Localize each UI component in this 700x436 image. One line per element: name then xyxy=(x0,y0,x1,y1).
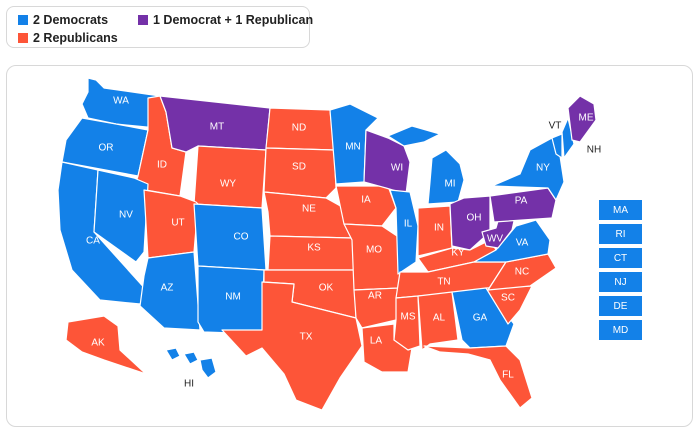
state-ms[interactable] xyxy=(393,295,421,351)
state-box-ma[interactable]: MA xyxy=(599,200,642,220)
state-label-fl: FL xyxy=(502,370,514,381)
state-wy[interactable] xyxy=(193,145,267,209)
state-label-il: IL xyxy=(404,219,413,230)
state-al[interactable] xyxy=(417,291,459,351)
state-me[interactable] xyxy=(567,95,597,143)
state-label-id: ID xyxy=(157,160,167,171)
state-label-mo: MO xyxy=(366,245,382,256)
state-co[interactable] xyxy=(193,203,267,271)
legend: 2 Democrats 1 Democrat + 1 Republican 2 … xyxy=(6,6,313,48)
state-nh[interactable] xyxy=(561,117,575,159)
state-box-md[interactable]: MD xyxy=(599,320,642,340)
state-label-va: VA xyxy=(516,238,529,249)
state-label-nv: NV xyxy=(119,210,133,221)
state-ar[interactable] xyxy=(353,287,401,329)
state-label-tn: TN xyxy=(437,277,450,288)
state-label-oh: OH xyxy=(467,213,482,224)
state-label-ks: KS xyxy=(307,243,321,254)
legend-label: 2 Democrats xyxy=(33,13,109,27)
state-label-ky: KY xyxy=(451,248,465,259)
state-label-nd: ND xyxy=(292,123,306,134)
legend-item-split: 1 Democrat + 1 Republican xyxy=(138,13,313,27)
state-label-tx: TX xyxy=(300,332,313,343)
state-label-al: AL xyxy=(433,313,446,324)
state-box-ct[interactable]: CT xyxy=(599,248,642,268)
state-sd[interactable] xyxy=(263,147,337,199)
state-label-ga: GA xyxy=(473,313,488,324)
state-label-ok: OK xyxy=(319,283,334,294)
state-tx[interactable] xyxy=(221,281,363,411)
state-fl[interactable] xyxy=(423,345,533,409)
state-label-or: OR xyxy=(99,143,114,154)
state-label-in: IN xyxy=(434,223,444,234)
state-label-ia: IA xyxy=(361,195,371,206)
legend-item-two-republicans: 2 Republicans xyxy=(18,31,118,45)
state-label-co: CO xyxy=(234,232,249,243)
legend-swatch xyxy=(138,15,148,25)
legend-label: 2 Republicans xyxy=(33,31,118,45)
state-nc[interactable] xyxy=(487,253,557,291)
state-label-mi: MI xyxy=(444,179,455,190)
state-label-ny: NY xyxy=(536,163,550,174)
state-label-ne: NE xyxy=(302,204,316,215)
state-label-ar: AR xyxy=(368,291,382,302)
state-label-mt: MT xyxy=(210,122,224,133)
state-box-de[interactable]: DE xyxy=(599,296,642,316)
state-ak[interactable] xyxy=(65,315,147,375)
state-pa[interactable] xyxy=(489,187,557,223)
state-il[interactable] xyxy=(389,189,419,275)
state-label-mn: MN xyxy=(345,142,361,153)
state-label-vt: VT xyxy=(549,121,562,132)
state-box-ri[interactable]: RI xyxy=(599,224,642,244)
state-hi[interactable] xyxy=(165,347,217,379)
state-nv[interactable] xyxy=(93,169,149,263)
state-label-wi: WI xyxy=(391,163,403,174)
state-label-az: AZ xyxy=(161,283,174,294)
state-label-me: ME xyxy=(579,113,594,124)
state-label-hi: HI xyxy=(184,379,194,390)
state-label-wa: WA xyxy=(113,96,129,107)
legend-item-two-democrats: 2 Democrats xyxy=(18,13,108,27)
state-az[interactable] xyxy=(139,251,201,331)
state-label-ak: AK xyxy=(91,338,105,349)
state-label-ms: MS xyxy=(401,312,416,323)
state-label-wv: WV xyxy=(487,234,503,245)
legend-swatch xyxy=(18,15,28,25)
state-label-nc: NC xyxy=(515,267,529,278)
state-label-ca: CA xyxy=(86,236,100,247)
state-label-sd: SD xyxy=(292,162,306,173)
state-label-nm: NM xyxy=(225,292,241,303)
state-label-pa: PA xyxy=(515,196,528,207)
state-label-sc: SC xyxy=(501,293,515,304)
state-box-nj[interactable]: NJ xyxy=(599,272,642,292)
state-vt[interactable] xyxy=(551,133,563,159)
legend-swatch xyxy=(18,33,28,43)
state-la[interactable] xyxy=(361,323,413,373)
state-label-ut: UT xyxy=(171,218,184,229)
state-label-wy: WY xyxy=(220,179,236,190)
state-label-la: LA xyxy=(370,336,383,347)
state-ia[interactable] xyxy=(335,185,397,227)
state-wi[interactable] xyxy=(363,129,411,195)
legend-label: 1 Democrat + 1 Republican xyxy=(153,13,314,27)
state-mi[interactable] xyxy=(387,125,465,205)
state-wa[interactable] xyxy=(81,77,161,129)
state-label-nh: NH xyxy=(587,145,601,156)
